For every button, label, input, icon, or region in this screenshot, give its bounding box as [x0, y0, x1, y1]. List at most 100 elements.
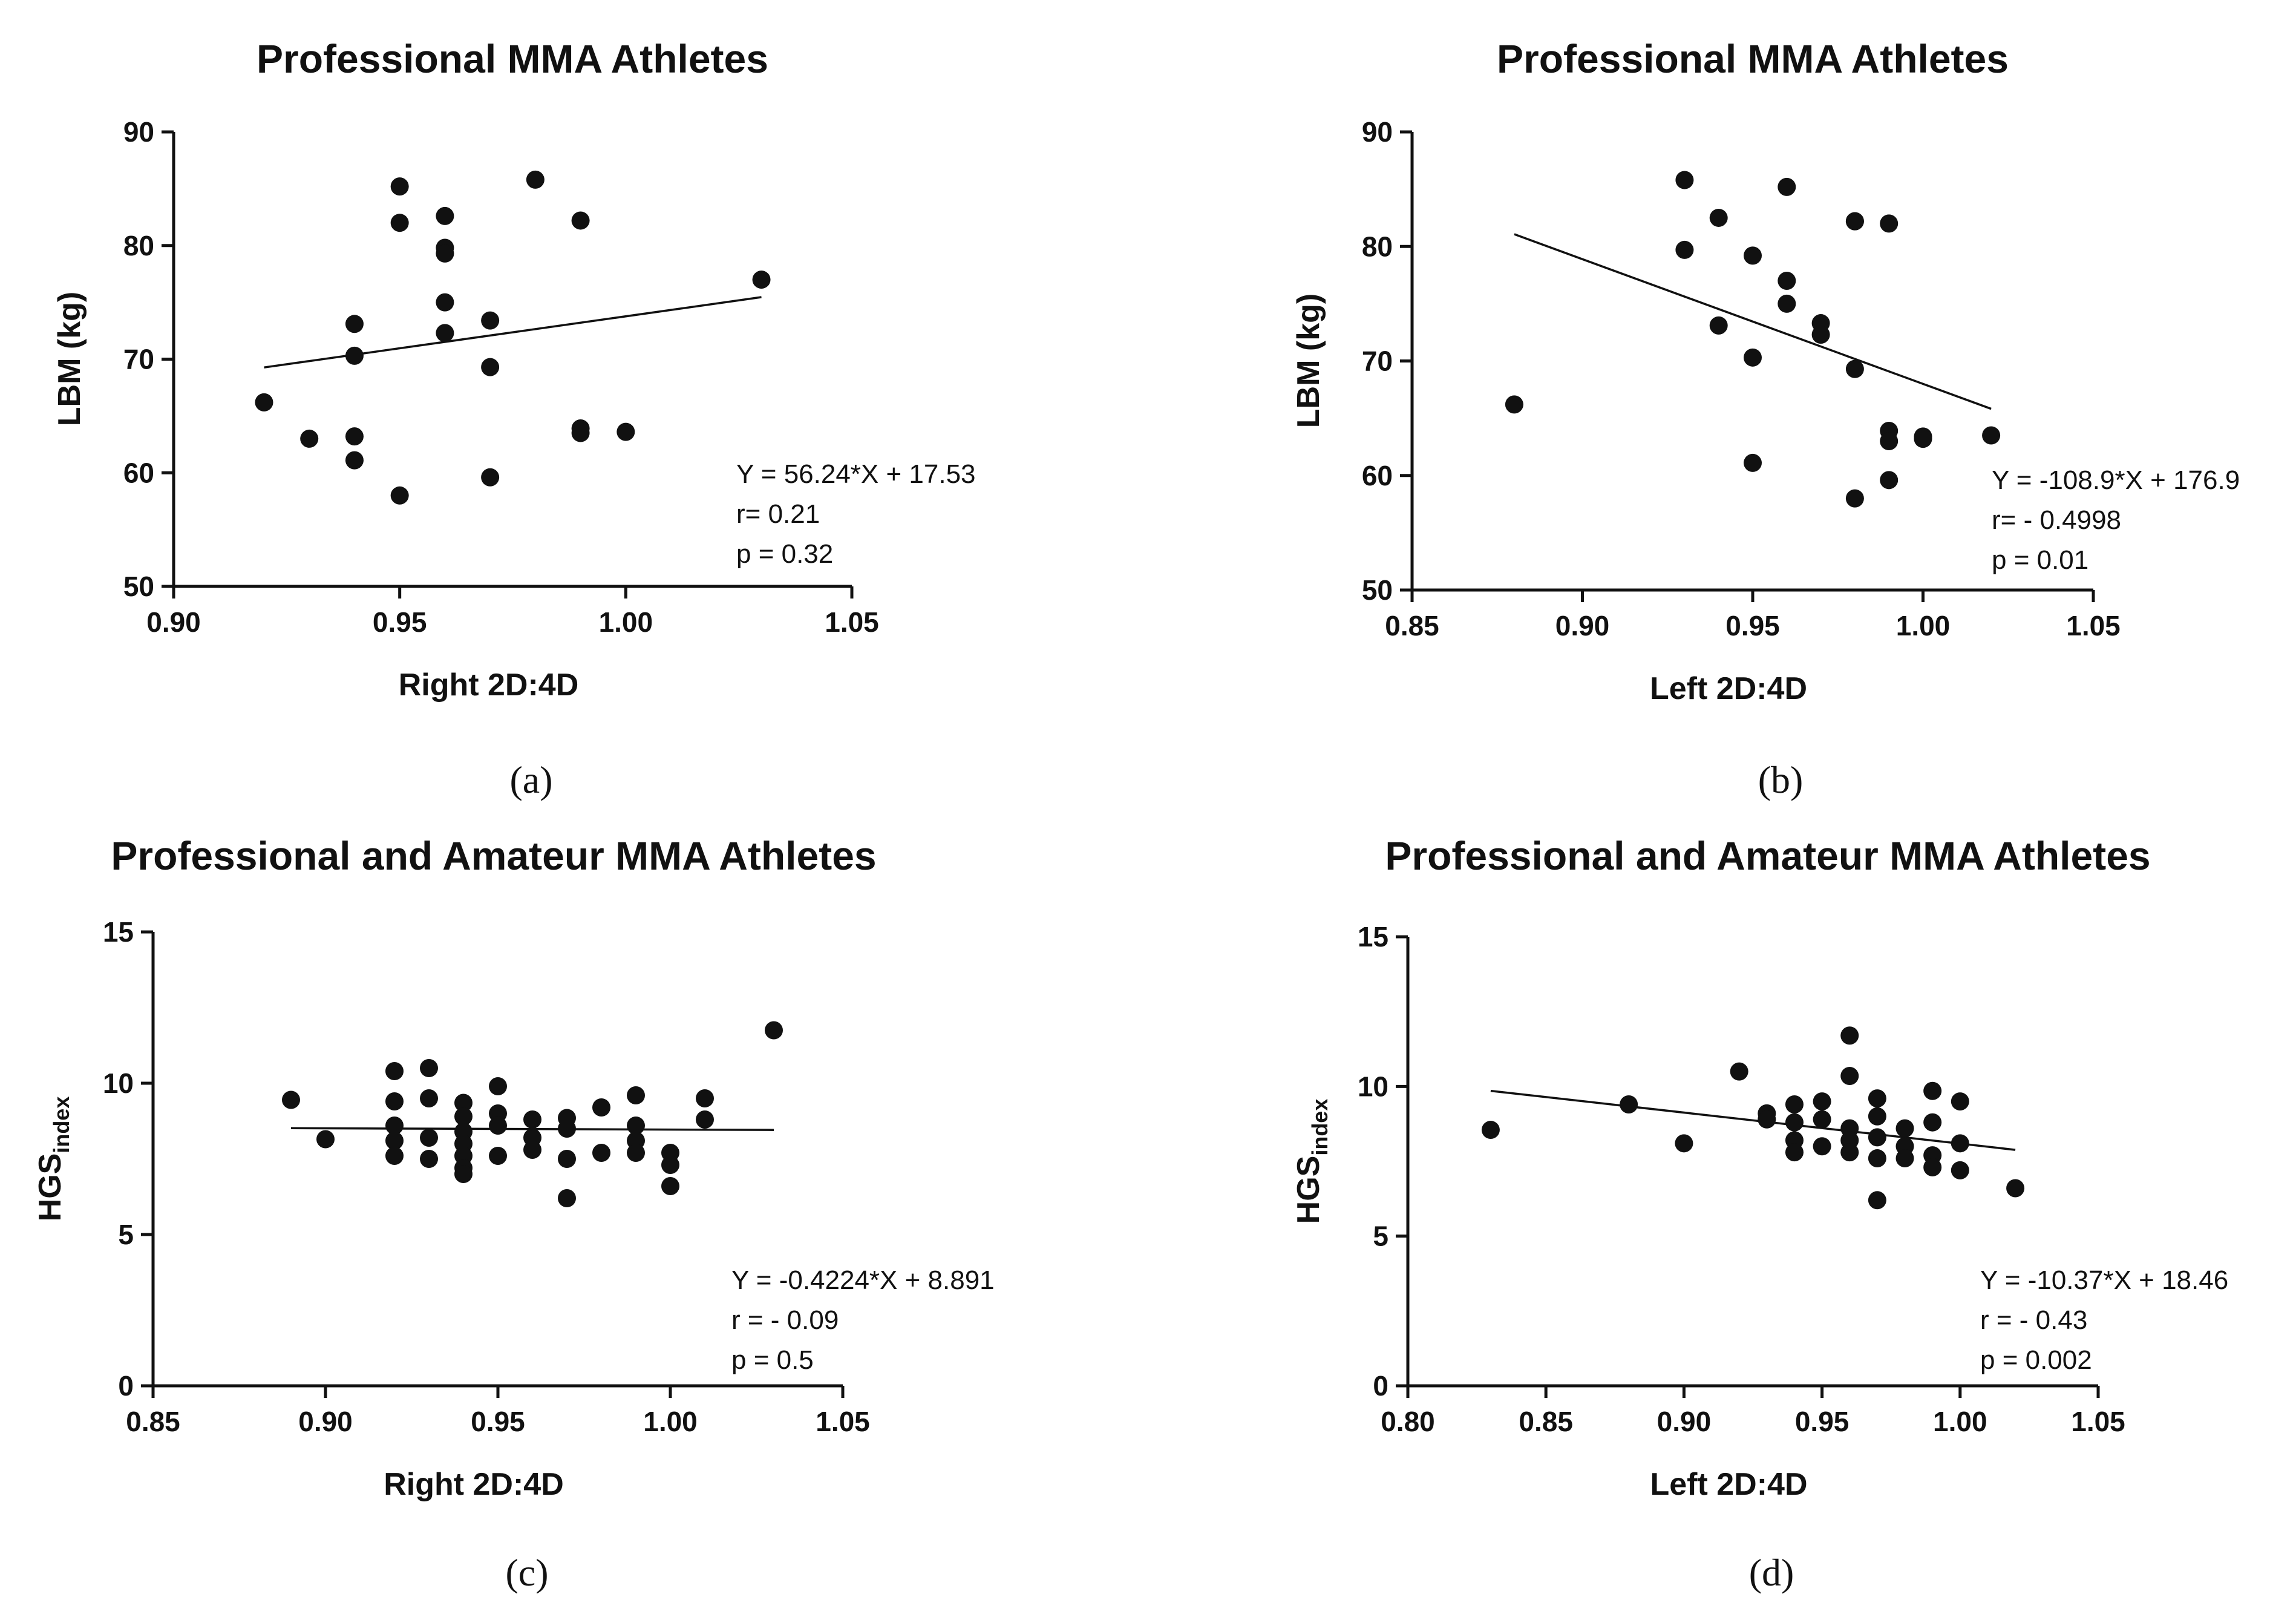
x-tick-label: 1.05: [816, 1406, 870, 1437]
y-tick-label: 80: [123, 230, 154, 261]
x-tick-label: 1.05: [2071, 1406, 2125, 1437]
x-tick-label: 0.95: [1795, 1406, 1850, 1437]
data-point: [481, 468, 500, 487]
data-point: [1880, 431, 1899, 450]
data-point: [1744, 453, 1762, 472]
data-point: [1505, 395, 1523, 414]
data-point: [390, 214, 409, 232]
regression-equation: Y = -0.4224*X + 8.891: [731, 1265, 995, 1295]
y-tick-label: 10: [1358, 1071, 1388, 1102]
data-point: [390, 177, 409, 196]
data-point: [558, 1150, 576, 1168]
data-point: [1811, 325, 1830, 344]
y-axis-label-subscript: index: [1307, 1099, 1332, 1156]
chart-panel-b: Professional MMA Athletes 0.85 0.90 0.95 1.0…: [1291, 36, 2240, 801]
x-tick-label: 1.00: [1896, 610, 1951, 641]
x-tick-label: 0.80: [1381, 1406, 1435, 1437]
data-point: [571, 424, 590, 442]
data-point: [436, 244, 454, 263]
data-point: [1951, 1134, 1969, 1153]
data-point: [1982, 426, 2001, 445]
data-point: [385, 1092, 404, 1110]
data-point: [571, 211, 590, 230]
data-point: [2006, 1179, 2025, 1198]
regression-equation: Y = -108.9*X + 176.9: [1992, 465, 2240, 495]
data-point: [627, 1086, 645, 1104]
data-point: [255, 393, 273, 412]
chart-panel-c: Professional and Amateur MMA Athletes 0.8…: [33, 833, 995, 1594]
y-tick-label: 0: [118, 1370, 134, 1402]
data-point: [592, 1098, 610, 1117]
data-point: [1813, 1110, 1831, 1129]
data-point: [1868, 1089, 1886, 1108]
data-point: [1845, 359, 1864, 378]
data-point: [420, 1150, 438, 1168]
data-point: [523, 1110, 541, 1129]
y-axis-label-main: HGS: [33, 1153, 68, 1222]
data-point: [1675, 171, 1694, 189]
y-tick-label: 5: [1373, 1221, 1388, 1252]
y-tick-label: 60: [1362, 460, 1393, 491]
data-point: [1840, 1067, 1859, 1086]
data-point: [661, 1177, 679, 1195]
p-value: p = 0.002: [1980, 1345, 2092, 1375]
y-axis-label-main: LBM (kg): [52, 292, 87, 426]
data-point: [1675, 240, 1694, 259]
data-point: [1620, 1095, 1638, 1114]
y-tick-label: 70: [1362, 346, 1393, 377]
x-tick-label: 0.90: [146, 606, 201, 638]
y-tick-label: 80: [1362, 231, 1393, 262]
data-point: [627, 1117, 645, 1135]
data-point: [752, 271, 771, 289]
data-point: [1923, 1113, 1942, 1132]
data-point: [282, 1090, 300, 1109]
correlation-r: r= 0.21: [736, 499, 820, 529]
y-tick-label: 50: [123, 571, 154, 602]
y-axis-label: LBM (kg): [52, 292, 87, 426]
panel-caption: (c): [505, 1551, 548, 1594]
data-point: [454, 1094, 473, 1112]
x-axis-label: Right 2D:4D: [399, 667, 579, 703]
data-point: [627, 1144, 645, 1162]
data-point: [1785, 1113, 1804, 1132]
data-point: [1923, 1081, 1942, 1100]
data-point: [385, 1117, 404, 1135]
data-point: [1895, 1119, 1914, 1138]
panel-caption: (b): [1758, 758, 1804, 801]
x-axis-label: Right 2D:4D: [384, 1467, 564, 1502]
y-tick-label: 90: [1362, 116, 1393, 148]
data-point: [1481, 1121, 1500, 1140]
x-tick-label: 0.90: [298, 1406, 353, 1437]
y-axis-label-main: LBM (kg): [1291, 294, 1326, 428]
p-value: p = 0.5: [731, 1345, 814, 1375]
data-point: [1730, 1062, 1748, 1081]
data-point: [1785, 1143, 1804, 1162]
regression-equation: Y = -10.37*X + 18.46: [1980, 1265, 2228, 1295]
data-point: [481, 358, 500, 376]
data-point: [592, 1144, 610, 1162]
data-point: [436, 206, 454, 225]
y-tick-label: 90: [123, 116, 154, 148]
data-point: [1914, 430, 1932, 448]
data-point: [1813, 1137, 1831, 1156]
chart-panel-d: Professional and Amateur MMA Athletes 0.8…: [1291, 833, 2228, 1594]
y-axis-label: LBM (kg): [1291, 294, 1326, 428]
chart-title: Professional and Amateur MMA Athletes: [1385, 833, 2150, 878]
data-point: [1675, 1134, 1693, 1153]
data-point: [420, 1089, 438, 1107]
x-tick-label: 1.00: [1933, 1406, 1987, 1437]
y-tick-label: 60: [123, 457, 154, 488]
y-tick-label: 15: [1358, 921, 1388, 953]
data-point: [1845, 489, 1864, 508]
data-point: [661, 1156, 679, 1174]
data-point: [1923, 1158, 1942, 1176]
data-point: [489, 1117, 507, 1135]
x-tick-label: 0.95: [373, 606, 427, 638]
data-point: [617, 422, 635, 441]
x-tick-label: 0.90: [1555, 610, 1610, 641]
y-tick-label: 15: [103, 916, 134, 948]
data-point: [523, 1141, 541, 1159]
data-point: [390, 486, 409, 505]
data-point: [1785, 1095, 1804, 1114]
